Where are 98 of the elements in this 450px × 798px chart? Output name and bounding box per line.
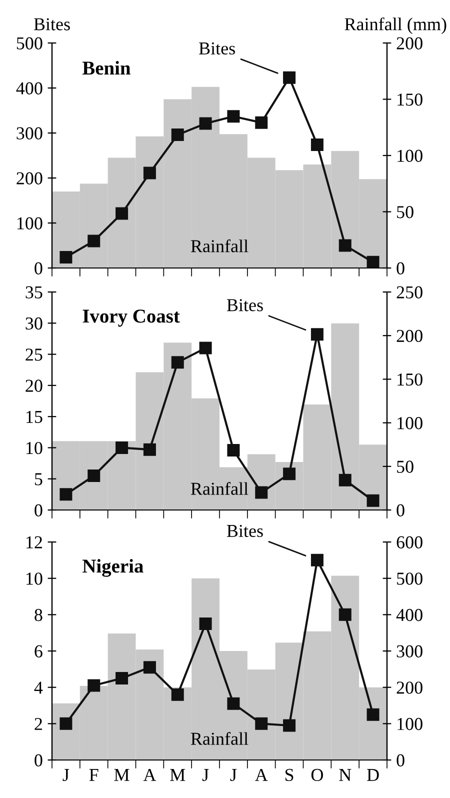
point: [227, 697, 240, 710]
point: [283, 468, 296, 480]
point: [60, 717, 72, 730]
y-tick-label: 6: [34, 645, 42, 658]
y2-tick-label: 0: [396, 262, 404, 274]
y-tick-label: 500: [16, 37, 42, 50]
point: [366, 494, 380, 507]
point: [338, 608, 352, 621]
point: [338, 239, 352, 252]
y-tick-label: 5: [34, 473, 42, 486]
point: [199, 342, 212, 354]
point: [199, 618, 212, 630]
point: [227, 110, 240, 123]
y-tick-label: 200: [16, 172, 42, 184]
y2-tick-label: 500: [397, 572, 422, 585]
series-label: Bites: [226, 299, 263, 312]
point: [171, 128, 184, 142]
series-label: Rainfall: [190, 239, 248, 252]
point: [338, 474, 352, 486]
point: [310, 138, 324, 151]
point: [116, 672, 128, 684]
y2-tick-label: 200: [396, 682, 422, 694]
y-tick-label: 0: [34, 262, 42, 274]
x-tick-label: S: [285, 768, 294, 782]
point: [310, 328, 324, 341]
point: [88, 679, 100, 692]
point: [116, 441, 128, 454]
point: [227, 444, 240, 456]
y-tick-label: 0: [34, 754, 42, 766]
y-tick-label: 2: [34, 718, 42, 730]
text: Nigeria: [82, 559, 144, 577]
point: [255, 486, 268, 499]
x-tick-label: A: [255, 768, 268, 781]
y-axis-title: Bites: [34, 18, 70, 30]
point: [143, 661, 156, 674]
point: [255, 116, 268, 129]
y-tick-label: 100: [17, 217, 42, 230]
y2-tick-label: 150: [398, 373, 422, 386]
text: Ivory Coast: [82, 310, 180, 327]
x-tick-label: J: [202, 769, 209, 782]
y2-axis-title: Rainfall (mm): [344, 17, 446, 34]
point: [60, 250, 72, 264]
point: [310, 554, 324, 566]
point: [171, 688, 184, 701]
y-tick-label: 400: [16, 82, 42, 94]
y2-tick-label: 0: [396, 504, 404, 516]
text: Benin: [82, 61, 130, 75]
x-tick-label: M: [170, 769, 186, 781]
series-label: Rainfall: [190, 732, 248, 745]
y2-tick-label: 200: [396, 330, 422, 342]
y-tick-label: 12: [26, 536, 42, 548]
y2-tick-label: 250: [396, 286, 422, 298]
point: [143, 166, 156, 180]
point: [116, 207, 128, 220]
point: [171, 356, 184, 369]
y-tick-label: 300: [16, 127, 42, 140]
y2-tick-label: 100: [398, 417, 422, 430]
y2-tick-label: 100: [398, 718, 422, 730]
text: Bites: [199, 42, 235, 55]
point: [255, 717, 268, 730]
y-tick-label: 4: [34, 682, 43, 694]
y-tick-label: 0: [34, 504, 42, 516]
x-tick-label: M: [114, 769, 130, 781]
x-tick-label: J: [230, 769, 237, 782]
text: Bites: [226, 524, 263, 538]
y2-tick-label: 50: [397, 460, 414, 473]
series-label: Rainfall: [190, 482, 248, 495]
x-tick-label: D: [367, 769, 379, 781]
x-tick-label: F: [89, 769, 98, 781]
y-tick-label: 8: [34, 608, 42, 622]
y-tick-label: 20: [26, 380, 42, 392]
x-tick-label: A: [143, 768, 156, 781]
point: [283, 71, 296, 84]
point: [283, 719, 296, 732]
point: [199, 117, 212, 130]
x-tick-label: O: [311, 768, 323, 782]
y2-tick-label: 100: [398, 150, 422, 162]
point: [88, 469, 100, 482]
y-tick-label: 10: [26, 572, 42, 585]
x-tick-label: N: [339, 769, 352, 781]
y-tick-label: 35: [26, 286, 42, 298]
y-tick-label: 30: [26, 317, 42, 330]
y2-tick-label: 200: [396, 37, 422, 50]
x-tick-label: J: [62, 769, 70, 782]
y-tick-label: 15: [26, 410, 42, 424]
y-tick-label: 25: [26, 348, 42, 361]
y2-tick-label: 150: [398, 94, 422, 106]
y2-tick-label: 400: [396, 608, 422, 622]
y2-tick-label: 300: [396, 645, 422, 658]
y2-tick-label: 50: [397, 206, 414, 218]
point: [60, 488, 72, 501]
point: [366, 256, 380, 268]
y-tick-label: 10: [26, 442, 42, 454]
point: [143, 443, 156, 456]
y2-tick-label: 0: [396, 754, 404, 766]
y2-tick-label: 600: [396, 536, 422, 548]
point: [88, 234, 100, 248]
point: [366, 708, 380, 721]
